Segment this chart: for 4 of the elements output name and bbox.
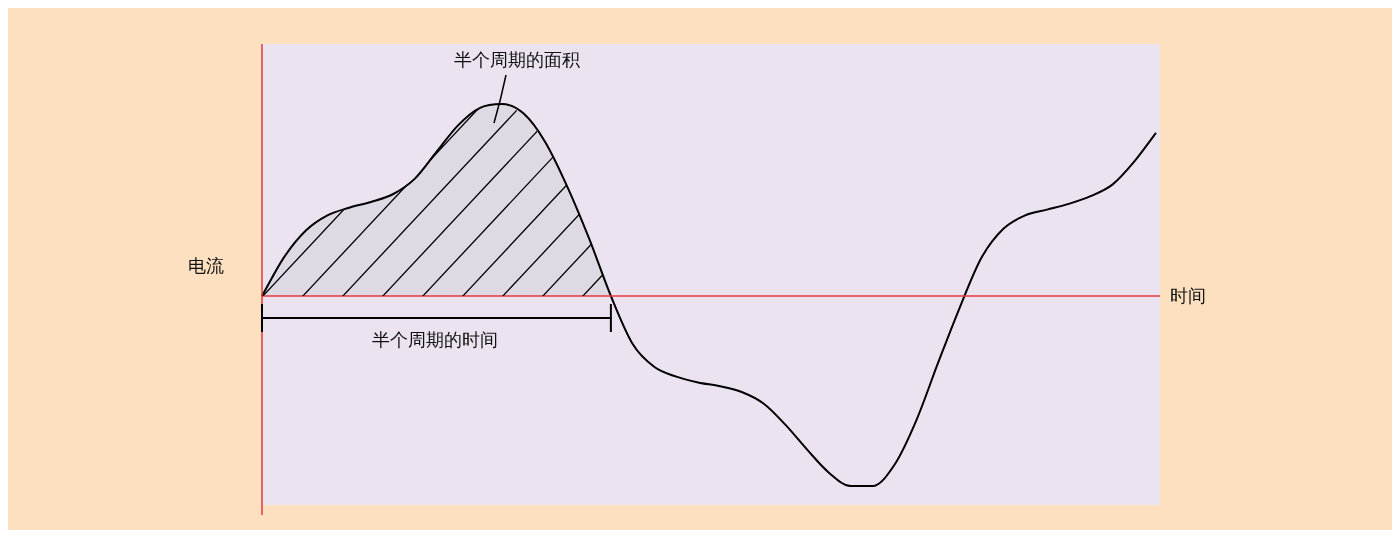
annotation: 半个周期的时间 [372, 328, 499, 352]
text: 半个周期的面积 [454, 48, 580, 72]
y-axis-title: 电流 [188, 254, 224, 278]
x-axis-title: 时间 [1170, 284, 1206, 308]
